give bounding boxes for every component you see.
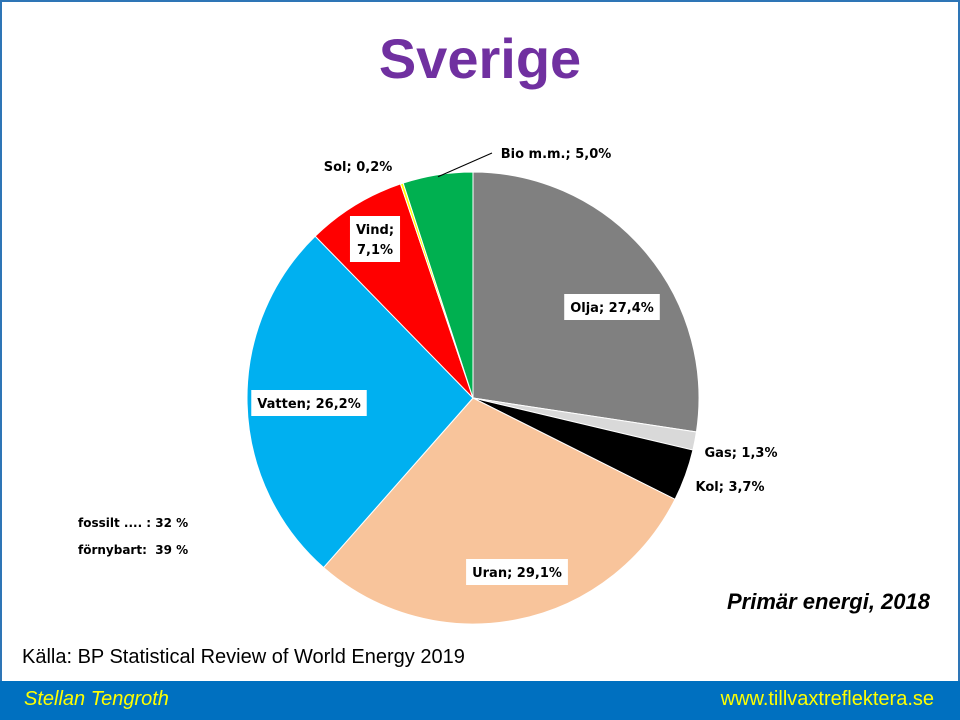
data-label-gas: Gas; 1,3%: [705, 446, 778, 461]
svg-text:Vind;: Vind;: [356, 223, 394, 238]
data-label-sol: Sol; 0,2%: [324, 160, 393, 175]
data-label-olja: Olja; 27,4%: [564, 294, 660, 320]
footer-website[interactable]: www.tillvaxtreflektera.se: [720, 688, 934, 710]
leader-line-bio: [437, 152, 493, 178]
svg-text:Bio m.m.; 5,0%: Bio m.m.; 5,0%: [501, 147, 612, 162]
svg-text:Gas; 1,3%: Gas; 1,3%: [705, 446, 778, 461]
chart-title: Sverige: [378, 27, 582, 90]
pie-slice-uran: [322, 397, 676, 625]
chart-subtitle: Primär energi, 2018: [726, 589, 930, 614]
data-label-kol: Kol; 3,7%: [695, 480, 764, 495]
svg-text:Uran; 29,1%: Uran; 29,1%: [472, 566, 562, 581]
svg-text:Kol; 3,7%: Kol; 3,7%: [695, 480, 764, 495]
svg-text:Sol; 0,2%: Sol; 0,2%: [324, 160, 393, 175]
data-label-vind: Vind; 7,1%: [349, 216, 401, 262]
data-label-vatten: Vatten; 26,2%: [251, 390, 367, 416]
data-label-uran: Uran; 29,1%: [466, 559, 568, 585]
source-note: Källa: BP Statistical Review of World En…: [22, 646, 465, 668]
data-label-bio-m-m: Bio m.m.; 5,0%: [501, 147, 612, 162]
footer-bar: Stellan Tengroth www.tillvaxtreflektera.…: [0, 681, 960, 720]
fossil-note: fossilt .... : 32 %: [78, 516, 189, 530]
svg-text:Olja; 27,4%: Olja; 27,4%: [570, 301, 654, 316]
svg-text:Vatten; 26,2%: Vatten; 26,2%: [257, 397, 360, 412]
renewable-note: förnybart: 39 %: [78, 543, 189, 557]
svg-text:7,1%: 7,1%: [357, 243, 393, 258]
footer-author: Stellan Tengroth: [24, 688, 169, 710]
pie-slice-bio-m-m: [402, 171, 474, 399]
